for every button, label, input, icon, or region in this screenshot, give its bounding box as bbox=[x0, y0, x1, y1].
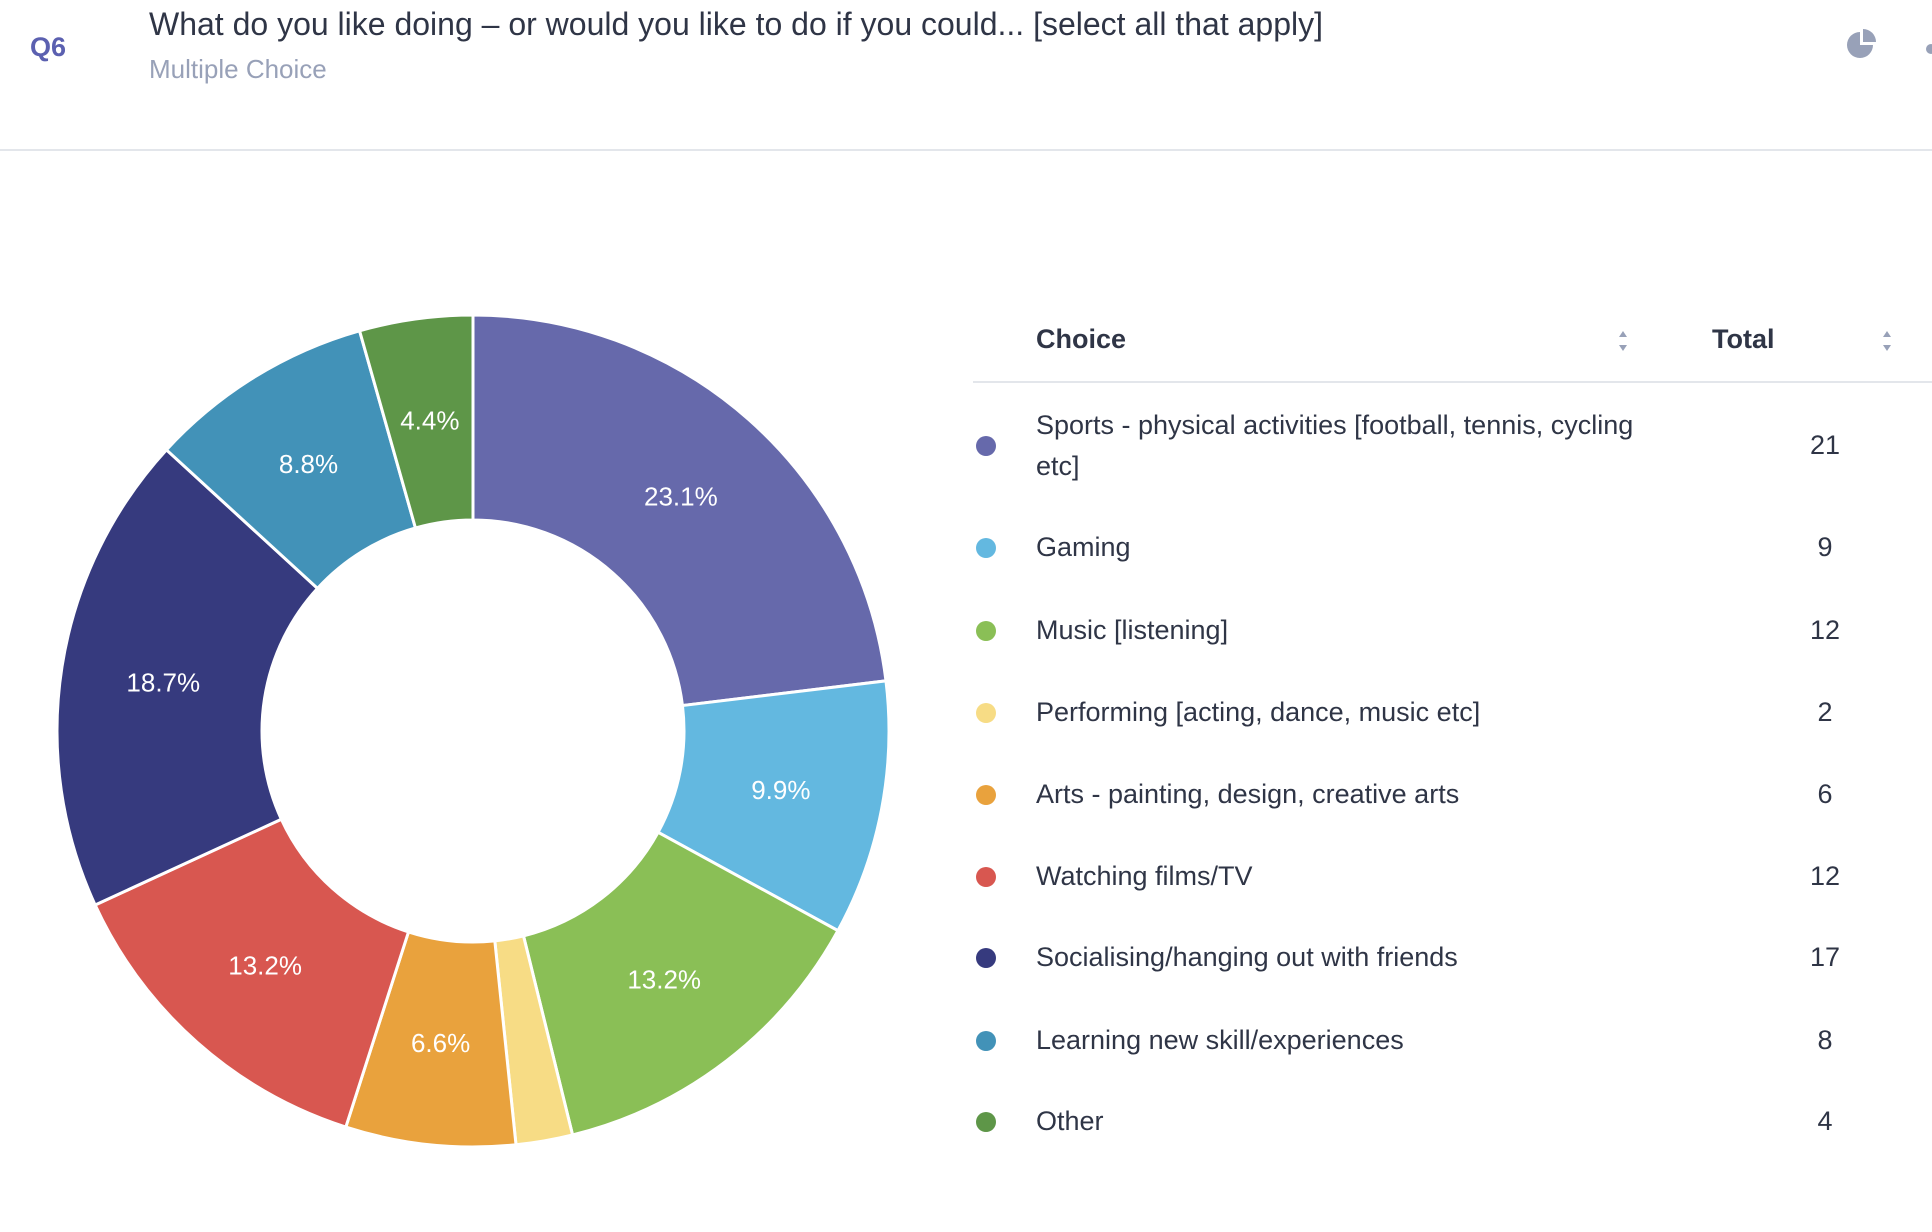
choice-label: Gaming bbox=[1036, 532, 1131, 562]
legend-dot bbox=[976, 436, 996, 456]
choice-label: Arts - painting, design, creative arts bbox=[1036, 779, 1460, 809]
choice-label: Performing [acting, dance, music etc] bbox=[1036, 697, 1481, 727]
legend-dot bbox=[976, 1112, 996, 1132]
header-divider bbox=[0, 149, 1932, 151]
more-options-icon[interactable] bbox=[1926, 44, 1932, 54]
donut-slice[interactable] bbox=[357, 313, 475, 530]
sort-icon[interactable] bbox=[1881, 328, 1893, 354]
choice-total: 8 bbox=[1817, 1025, 1833, 1055]
choice-label: Other bbox=[1036, 1106, 1104, 1136]
legend-dot bbox=[976, 785, 996, 805]
slice-label: 13.2% bbox=[627, 964, 701, 994]
choice-total: 9 bbox=[1817, 532, 1833, 562]
header-choice[interactable]: Choice bbox=[1036, 324, 1127, 354]
slice-label: 9.9% bbox=[751, 775, 810, 805]
choice-total: 12 bbox=[1809, 615, 1841, 645]
sort-icon[interactable] bbox=[1617, 328, 1629, 354]
header-total[interactable]: Total bbox=[1712, 324, 1775, 354]
donut-slice[interactable] bbox=[93, 817, 411, 1129]
choice-label: Learning new skill/experiences bbox=[1036, 1025, 1404, 1055]
choice-total: 6 bbox=[1817, 779, 1833, 809]
slice-label: 6.6% bbox=[411, 1028, 470, 1058]
legend-dot bbox=[976, 538, 996, 558]
legend-dot bbox=[976, 948, 996, 968]
donut-chart: 23.1% 9.9% 13.2% 6.6% 13.2% 18.7% 8.8% 4.4% bbox=[55, 313, 891, 1149]
choice-total: 21 bbox=[1809, 430, 1841, 460]
slice-label: 18.7% bbox=[126, 667, 200, 697]
slice-label: 23.1% bbox=[644, 481, 718, 511]
donut-slice[interactable] bbox=[471, 313, 888, 708]
choice-total: 17 bbox=[1809, 942, 1841, 972]
choice-label: Music [listening] bbox=[1036, 615, 1229, 645]
donut-slice[interactable] bbox=[55, 447, 320, 907]
donut-slice[interactable] bbox=[521, 830, 840, 1137]
header-line bbox=[973, 381, 1932, 383]
choice-label: Socialising/hanging out with friends bbox=[1036, 942, 1458, 972]
choice-label: Watching films/TV bbox=[1036, 861, 1253, 891]
choice-label: Sports - physical activities [football, … bbox=[1036, 410, 1634, 481]
slice-label: 4.4% bbox=[400, 405, 459, 435]
legend-dot bbox=[976, 867, 996, 887]
slice-label: 8.8% bbox=[279, 449, 338, 479]
choice-total: 2 bbox=[1817, 697, 1833, 727]
donut-slice[interactable] bbox=[656, 679, 891, 933]
question-number: Q6 bbox=[30, 32, 67, 62]
legend-dot bbox=[976, 703, 996, 723]
choice-total: 12 bbox=[1809, 861, 1841, 891]
question-type: Multiple Choice bbox=[149, 54, 327, 84]
slice-label: 13.2% bbox=[228, 951, 302, 981]
choice-total: 4 bbox=[1817, 1106, 1833, 1136]
legend-dot bbox=[976, 621, 996, 641]
legend-dot bbox=[976, 1031, 996, 1051]
question-title: What do you like doing – or would you li… bbox=[149, 6, 1323, 42]
pie-chart-icon[interactable] bbox=[1846, 28, 1878, 65]
